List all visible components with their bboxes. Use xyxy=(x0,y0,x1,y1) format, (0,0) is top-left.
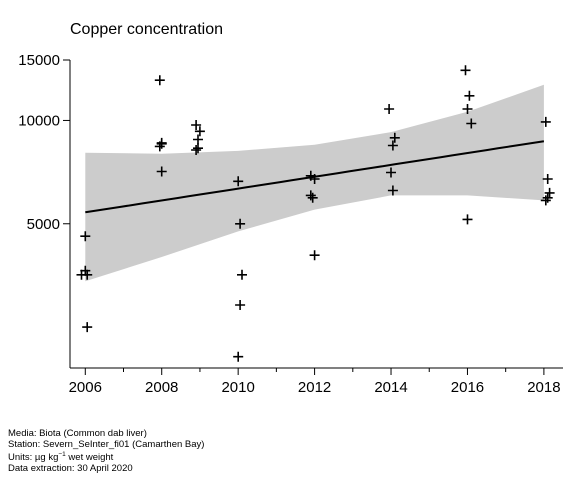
data-point xyxy=(542,174,553,184)
data-point xyxy=(387,140,398,151)
footer-units-prefix: Units: µg kg xyxy=(8,452,59,464)
x-tick-label: 2012 xyxy=(298,379,331,396)
data-point xyxy=(235,218,246,229)
x-tick-label: 2018 xyxy=(527,379,560,396)
footer-units-exponent: −1 xyxy=(58,451,66,458)
x-tick-label: 2014 xyxy=(374,379,407,396)
footer-units: Units: µg kg−1 wet weight xyxy=(8,450,204,464)
footer-extraction-date: Data extraction: 30 April 2020 xyxy=(8,462,133,474)
axes: 5000 10000 15000 2006 2008 2010 2012 2014 2016 20… xyxy=(18,52,563,396)
data-point xyxy=(309,250,320,261)
data-point xyxy=(462,214,473,225)
data-point xyxy=(237,269,247,280)
y-tick-label: 15000 xyxy=(18,52,60,69)
data-point xyxy=(460,65,471,76)
x-tick-label: 2006 xyxy=(69,379,102,396)
data-point xyxy=(387,185,398,196)
data-point xyxy=(384,104,395,114)
data-points xyxy=(76,65,555,362)
footer-metadata: Media: Biota (Common dab liver) Station:… xyxy=(8,428,205,474)
data-point xyxy=(305,190,316,201)
data-point xyxy=(462,104,473,114)
y-tick-label: 5000 xyxy=(27,216,60,233)
chart-title: Copper concentration xyxy=(70,21,223,38)
data-point xyxy=(193,143,203,154)
data-point xyxy=(235,300,246,310)
data-point xyxy=(80,231,91,242)
data-point xyxy=(466,118,477,129)
data-point xyxy=(540,116,551,127)
data-point xyxy=(191,120,202,130)
data-point xyxy=(544,187,555,198)
data-point xyxy=(154,75,165,86)
data-point xyxy=(386,167,396,178)
footer-media: Media: Biota (Common dab liver) xyxy=(8,428,147,439)
data-point xyxy=(542,192,553,203)
data-point xyxy=(156,166,167,177)
y-tick-label: 10000 xyxy=(18,112,60,129)
footer-units-suffix: wet weight xyxy=(65,452,114,464)
data-point xyxy=(307,192,318,203)
data-point xyxy=(156,138,167,149)
data-point xyxy=(233,351,244,362)
data-point xyxy=(233,176,244,187)
x-tick-label: 2010 xyxy=(221,379,254,396)
data-point xyxy=(193,134,203,145)
data-point xyxy=(194,126,205,137)
data-point xyxy=(540,195,551,206)
data-point xyxy=(82,269,93,280)
x-tick-label: 2016 xyxy=(451,379,484,396)
data-point xyxy=(464,90,475,101)
data-point xyxy=(191,145,202,155)
footer-station: Station: Severn_SeInter_fi01 (Camarthen … xyxy=(8,438,205,450)
data-point xyxy=(389,132,400,143)
data-point xyxy=(309,174,320,184)
data-point xyxy=(82,322,93,333)
x-tick-label: 2008 xyxy=(145,379,178,396)
